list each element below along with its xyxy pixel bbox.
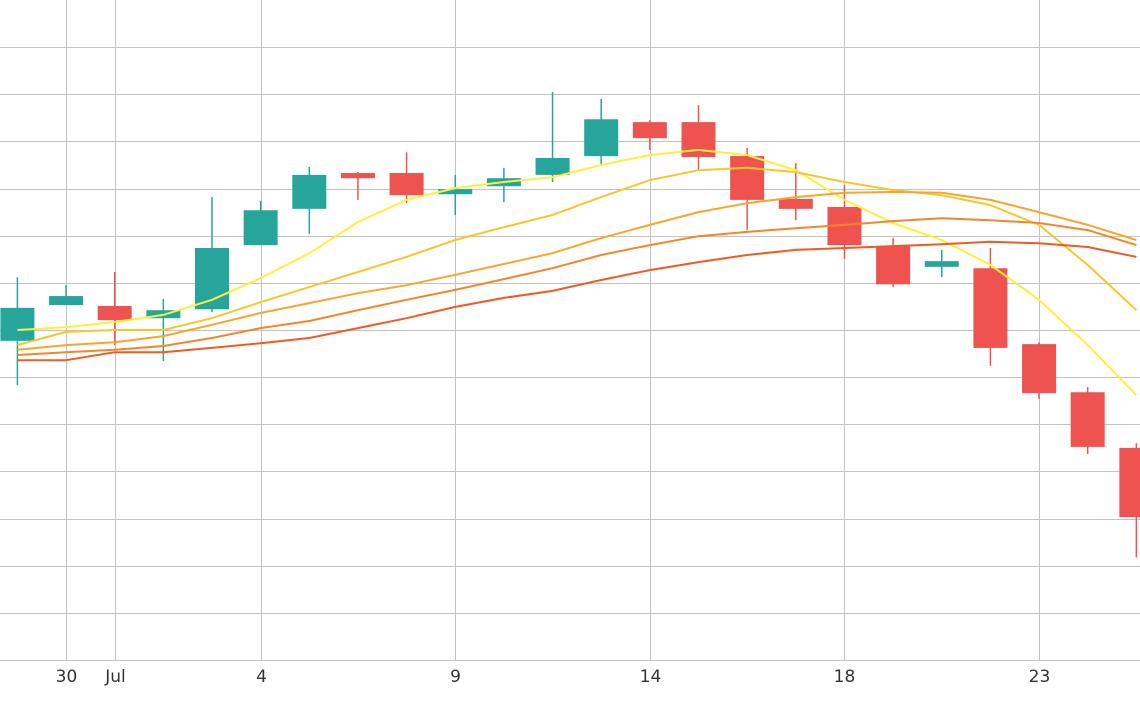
candle-body: [292, 174, 327, 209]
candle-body: [973, 268, 1008, 348]
moving-averages: [17, 148, 1138, 396]
x-tick-label: 18: [834, 667, 856, 687]
ma-line: [17, 240, 1137, 362]
ma-line: [17, 148, 1138, 396]
x-tick-label: 4: [256, 667, 267, 687]
candle-body: [49, 296, 84, 306]
candle-body: [730, 156, 765, 200]
candle-body: [0, 307, 35, 341]
ma-line: [17, 217, 1137, 356]
candle-body: [778, 198, 813, 209]
candle-body: [1022, 344, 1057, 394]
x-tick-label: 23: [1029, 667, 1051, 687]
x-tick-label: 9: [450, 667, 461, 687]
grid: [0, 0, 1140, 661]
x-tick-label: 30: [56, 667, 78, 687]
candle-body: [1070, 392, 1105, 447]
candle-body: [243, 210, 278, 246]
candle-body: [340, 173, 375, 179]
x-axis: 30 Jul 4 9 14 18 23: [56, 667, 1051, 687]
candle-body: [924, 261, 959, 267]
candle-body: [584, 119, 619, 157]
candle-body: [438, 189, 473, 195]
candle-body: [632, 122, 667, 139]
candle-body: [97, 305, 132, 321]
candle-body: [535, 157, 570, 175]
candles: [0, 91, 1140, 558]
candle-body: [1119, 447, 1140, 518]
candle-body: [876, 246, 911, 285]
x-tick-label: Jul: [104, 667, 126, 687]
candle-body: [389, 173, 424, 196]
ma-line: [17, 166, 1138, 347]
x-tick-label: 14: [640, 667, 662, 687]
ma-line: [17, 190, 1137, 351]
